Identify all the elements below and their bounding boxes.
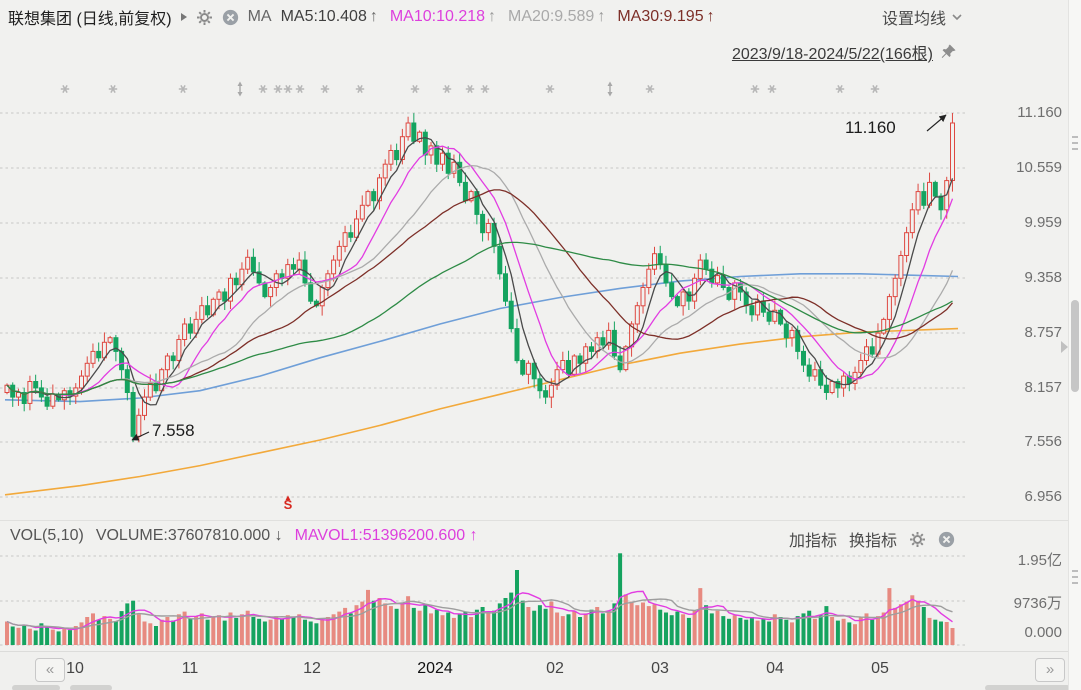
chart-header: 联想集团 (日线,前复权) MA MA5:10.408 ↑ MA10:10.218 ↑… xyxy=(8,5,717,29)
ma-group-label: MA xyxy=(247,8,272,25)
ma-settings-label: 设置均线 xyxy=(881,11,946,28)
ma60-line xyxy=(6,241,953,396)
scroll-right-button[interactable]: » xyxy=(1035,658,1065,682)
dividend-event-icon[interactable]: ▲ S xyxy=(281,493,295,512)
horizontal-scrollbar-stub[interactable] xyxy=(70,685,112,690)
mavol-value: MAVOL1:51396200.600 ↑ xyxy=(295,527,478,545)
high-price-annotation: 11.160 xyxy=(845,118,896,137)
time-axis-label: 12 xyxy=(303,660,321,677)
volume-tools: 加指标 换指标 xyxy=(789,527,955,551)
panel-divider xyxy=(0,520,1069,521)
volume-axis-label: 1.95亿 xyxy=(1017,552,1062,569)
date-range-link[interactable]: 2023/9/18-2024/5/22(166根) xyxy=(731,46,933,63)
horizontal-scrollbar-stub[interactable] xyxy=(12,685,60,690)
time-axis: « » 10 11 12 2024 02 03 04 05 xyxy=(0,651,1070,690)
settings-gear-icon[interactable] xyxy=(196,9,213,26)
price-axis-label: 9.959 xyxy=(1024,214,1062,231)
vertical-scrollbar-thumb[interactable] xyxy=(1071,300,1079,392)
mavol10-line xyxy=(6,598,953,629)
vertical-scrollbar[interactable] xyxy=(1068,0,1081,690)
event-flag-letter: S xyxy=(283,496,293,512)
time-axis-label: 02 xyxy=(546,660,564,677)
vol-indicator-label: VOL(5,10) xyxy=(10,527,84,544)
close-indicator-icon[interactable] xyxy=(222,9,239,26)
ma-values: MA5:10.408 ↑ MA10:10.218 ↑ MA20:9.589 ↑ MA30:9… xyxy=(281,8,717,26)
volume-axis-label: 9736万 xyxy=(1013,595,1062,612)
time-axis-label: 10 xyxy=(66,660,84,677)
volume-value: VOLUME:37607810.000 ↓ xyxy=(96,527,283,545)
price-axis-label: 8.757 xyxy=(1024,324,1062,341)
time-axis-label: 11 xyxy=(181,660,199,677)
time-axis-label: 04 xyxy=(766,660,784,677)
add-indicator-button[interactable]: 加指标 xyxy=(788,533,837,550)
time-axis-label: 2024 xyxy=(417,660,453,677)
horizontal-scrollbar-thumb[interactable] xyxy=(985,685,1070,690)
price-axis-label: 10.559 xyxy=(1016,159,1062,176)
volume-gear-icon[interactable] xyxy=(909,531,926,548)
mavol-up-arrow: ↑ xyxy=(469,527,478,544)
collapse-panel-icon[interactable] xyxy=(1061,341,1068,353)
ma10-line xyxy=(6,145,954,396)
ma-value: MA5:10.408 ↑ xyxy=(280,8,378,25)
ma-value: MA20:9.589 ↑ xyxy=(508,8,606,25)
time-axis-label: 05 xyxy=(871,660,889,677)
long-ma-orange xyxy=(4,327,959,496)
pin-icon[interactable] xyxy=(939,43,957,61)
scroll-left-button[interactable]: « xyxy=(35,658,65,682)
price-axis-label: 8.157 xyxy=(1024,379,1062,396)
event-flag-hat: ▲ xyxy=(284,493,292,502)
chevron-down-icon xyxy=(952,14,962,21)
time-axis-label: 03 xyxy=(651,660,669,677)
splitter-handle-icon[interactable] xyxy=(1072,570,1078,584)
switch-indicator-button[interactable]: 换指标 xyxy=(848,533,897,550)
long-ma-blue xyxy=(4,273,959,403)
range-row: 2023/9/18-2024/5/22(166根) xyxy=(732,40,957,64)
splitter-handle-icon[interactable] xyxy=(1072,136,1078,150)
expand-arrow-icon[interactable] xyxy=(180,13,187,21)
volume-value-text: VOLUME:37607810.000 xyxy=(95,527,271,544)
symbol-title: 联想集团 (日线,前复权) xyxy=(8,11,172,28)
low-price-annotation: 7.558 xyxy=(152,421,195,440)
ma-settings-button[interactable]: 设置均线 xyxy=(882,5,963,29)
volume-axis-label: 0.000 xyxy=(1024,624,1062,641)
price-axis-label: 7.556 xyxy=(1024,433,1062,450)
mavol-value-text: MAVOL1:51396200.600 xyxy=(294,527,466,544)
volume-close-icon[interactable] xyxy=(938,531,955,548)
volume-header: VOL(5,10) VOLUME:37607810.000 ↓ MAVOL1:5… xyxy=(10,527,478,545)
price-axis-label: 6.956 xyxy=(1024,488,1062,505)
ma30-line xyxy=(6,189,953,396)
volume-down-arrow: ↓ xyxy=(274,527,283,544)
price-axis-label: 9.358 xyxy=(1024,269,1062,286)
ma-value: MA10:10.218 ↑ xyxy=(389,8,497,25)
price-axis-label: 11.160 xyxy=(1017,104,1062,121)
ma-value: MA30:9.195 ↑ xyxy=(617,8,715,25)
ma20-line xyxy=(6,164,954,396)
